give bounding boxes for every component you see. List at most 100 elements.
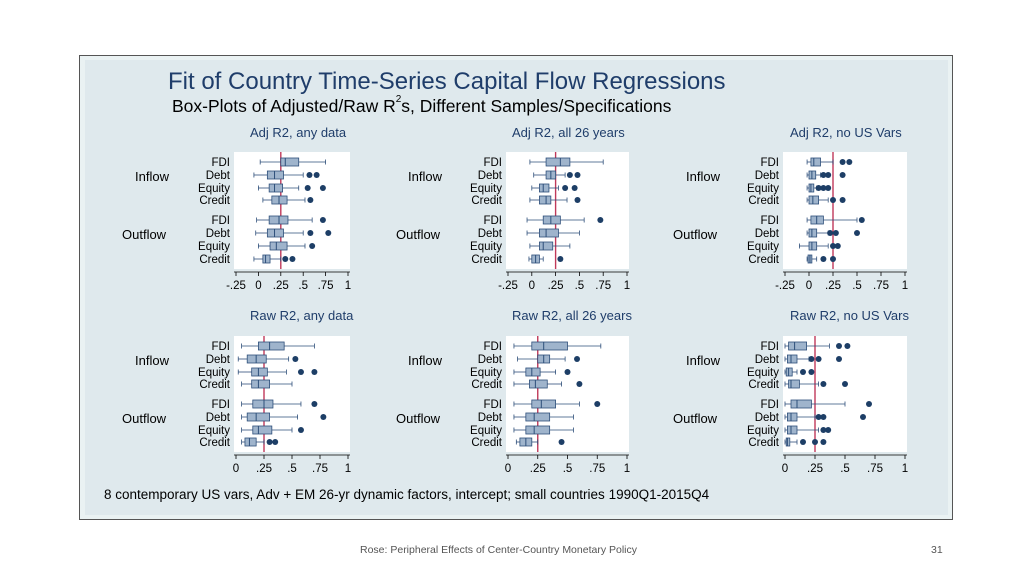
row-label-fdi: FDI (211, 399, 230, 411)
box (525, 412, 551, 422)
row-label-equity: Equity (470, 241, 502, 253)
outlier-point (842, 381, 848, 387)
outlier-point (307, 230, 314, 236)
chart-note: 8 contemporary US vars, Adv + EM 26-yr d… (104, 487, 710, 502)
chart-subtitle: Box-Plots of Adjusted/Raw R2s, Different… (172, 94, 672, 117)
outlier-point (311, 369, 318, 375)
outlier-point (846, 159, 853, 165)
x-tick-label: 1 (345, 280, 351, 292)
row-label-equity: Equity (198, 183, 230, 195)
plot-area (506, 336, 629, 452)
box (787, 412, 798, 422)
outlier-point (825, 172, 832, 178)
outlier-point (574, 197, 581, 203)
row-label-credit: Credit (748, 437, 779, 449)
row-label-debt: Debt (478, 228, 503, 240)
box (244, 437, 257, 447)
outlier-point (830, 197, 836, 203)
x-tick-label: 0 (806, 280, 812, 292)
row-label-equity: Equity (470, 425, 502, 437)
outlier-point (866, 401, 872, 407)
box (539, 195, 552, 205)
group-label-inflow: Inflow (135, 169, 170, 184)
x-tick-label: 0 (782, 463, 788, 475)
outlier-point (820, 439, 827, 445)
row-label-fdi: FDI (760, 157, 779, 169)
outlier-point (319, 217, 326, 223)
x-tick-label: 1 (624, 280, 630, 292)
outlier-point (558, 439, 565, 445)
outlier-point (597, 217, 604, 223)
outlier-point (832, 230, 839, 236)
panel-title: Adj R2, all 26 years (512, 125, 625, 140)
x-tick-label: .75 (589, 463, 605, 475)
outlier-point (800, 369, 806, 375)
outlier-point (289, 256, 296, 262)
outlier-point (562, 185, 569, 191)
outlier-point (307, 197, 314, 203)
panel-title: Raw R2, any data (250, 308, 354, 323)
group-label-inflow: Inflow (135, 353, 170, 368)
outlier-point (319, 185, 326, 191)
box (539, 228, 559, 238)
box (787, 425, 798, 435)
x-tick-label: .25 (256, 463, 272, 475)
group-label-outflow: Outflow (673, 227, 718, 242)
box (787, 354, 798, 364)
outlier-point (808, 356, 815, 362)
x-tick-label: .5 (298, 280, 308, 292)
outlier-point (820, 381, 827, 387)
x-tick-label: 1 (624, 463, 630, 475)
row-label-debt: Debt (206, 412, 231, 424)
row-label-credit: Credit (471, 379, 502, 391)
row-label-credit: Credit (748, 195, 779, 207)
box (246, 412, 270, 422)
row-label-debt: Debt (206, 170, 231, 182)
row-label-fdi: FDI (211, 341, 230, 353)
outlier-point (309, 243, 316, 249)
outlier-point (860, 414, 866, 420)
outlier-point (566, 172, 573, 178)
x-tick-label: .5 (840, 463, 850, 475)
box (252, 425, 273, 435)
row-label-credit: Credit (199, 195, 230, 207)
row-label-debt: Debt (478, 354, 503, 366)
row-label-equity: Equity (747, 425, 779, 437)
x-tick-label: -.25 (226, 280, 246, 292)
box (246, 354, 267, 364)
row-label-fdi: FDI (211, 215, 230, 227)
row-label-equity: Equity (470, 183, 502, 195)
outlier-point (825, 427, 832, 433)
row-label-debt: Debt (478, 412, 503, 424)
outlier-point (594, 401, 601, 407)
outlier-point (820, 185, 827, 191)
outlier-point (825, 185, 832, 191)
box (785, 437, 791, 447)
group-label-inflow: Inflow (408, 353, 443, 368)
outlier-point (827, 230, 834, 236)
outlier-point (836, 343, 842, 349)
row-label-fdi: FDI (760, 399, 779, 411)
row-label-fdi: FDI (483, 341, 502, 353)
box (266, 228, 284, 238)
row-label-equity: Equity (198, 425, 230, 437)
box (251, 379, 270, 389)
row-label-equity: Equity (198, 367, 230, 379)
subtitle-superscript: 2 (395, 94, 402, 106)
row-label-debt: Debt (206, 228, 231, 240)
row-label-equity: Equity (747, 367, 779, 379)
subtitle-text-end: s, Different Samples/Specifications (401, 96, 672, 116)
x-tick-label: 0 (529, 280, 535, 292)
x-tick-label: .75 (312, 463, 328, 475)
box (808, 241, 818, 251)
box (266, 170, 284, 180)
outlier-point (297, 369, 304, 375)
plot-area (234, 336, 350, 452)
group-label-inflow: Inflow (686, 169, 721, 184)
box (785, 367, 793, 377)
box (280, 157, 300, 167)
box (257, 341, 285, 351)
row-label-debt: Debt (478, 170, 503, 182)
row-label-debt: Debt (755, 170, 780, 182)
outlier-point (854, 230, 860, 236)
